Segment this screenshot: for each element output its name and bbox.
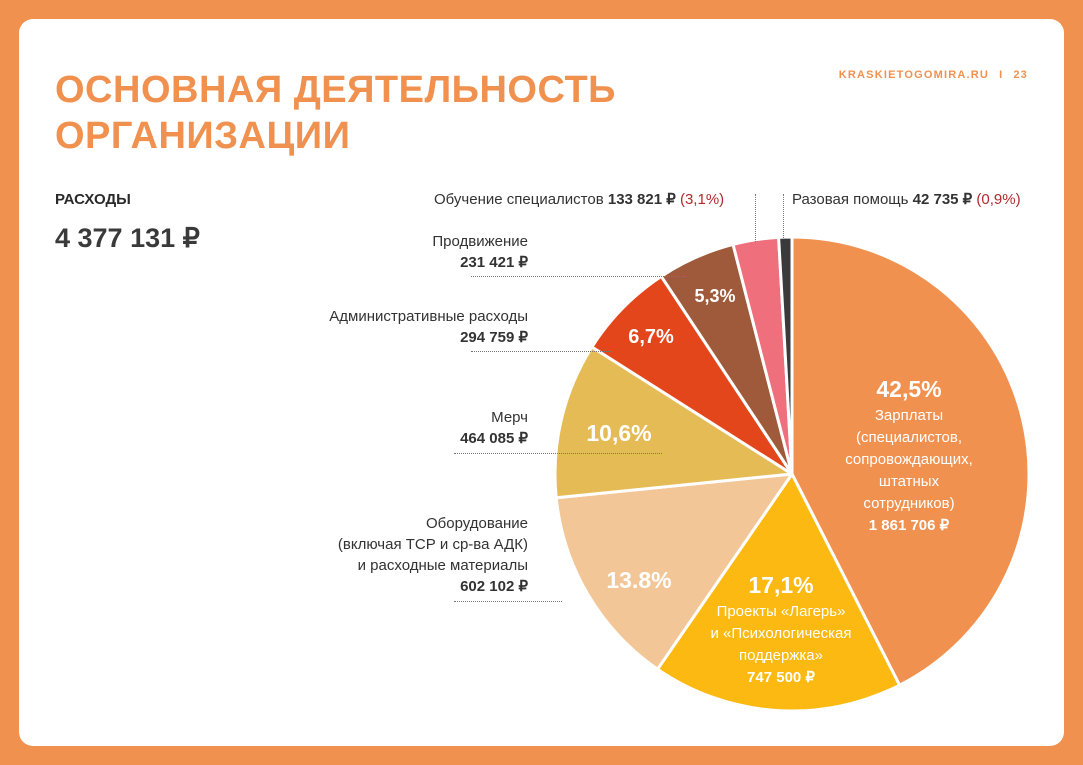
salaries-line-3: сопровождающих, [845,451,973,468]
page-title: ОСНОВНАЯ ДЕЯТЕЛЬНОСТЬ ОРГАНИЗАЦИИ [55,67,616,159]
label-training-amount: 133 821 ₽ [607,191,676,208]
label-training-pct: (3,1%) [679,191,725,208]
expenses-label: РАСХОДЫ [55,191,131,208]
slice-pct-equipment: 13.8% [606,567,672,593]
label-admin: Административные расходы 294 759 ₽ [329,306,528,348]
label-admin-name: Административные расходы [329,308,528,325]
projects-line-1: Проекты «Лагерь» [716,603,846,620]
expenses-total: 4 377 131 ₽ [55,223,200,253]
pie-slice-merch [553,345,794,500]
salaries-line-5: сотрудников) [863,495,955,512]
slice-label-admin: 6,7% [591,321,711,353]
label-onetime-amount: 42 735 ₽ [912,191,973,208]
label-training-name: Обучение специалистов [434,191,604,208]
leader-line-onetime [783,194,784,238]
projects-amount: 747 500 ₽ [747,669,815,686]
slice-pct-salaries: 42,5% [876,376,942,402]
leader-line-training [755,194,756,242]
salaries-line-2: (специалистов, [855,429,963,446]
header-separator: I [999,69,1004,81]
label-equipment-line-1: Оборудование [425,515,528,532]
slice-pct-merch: 10,6% [586,420,652,446]
slice-pct-admin: 6,7% [628,326,674,348]
pie-slice-onetime [777,235,794,476]
slice-label-salaries: 42,5% Зарплаты (специалистов, сопровожда… [809,373,1009,537]
pie-slice-equipment [554,472,794,671]
slice-label-merch: 10,6% [559,417,679,449]
leader-line-merch [454,453,662,454]
pie-slice-projects [656,472,902,713]
slice-pct-projects: 17,1% [748,572,814,598]
pie-chart [553,235,1031,713]
page-card: ОСНОВНАЯ ДЕЯТЕЛЬНОСТЬ ОРГАНИЗАЦИИ KRASKI… [19,19,1064,746]
page-number: 23 [1013,69,1028,81]
label-promo-amount: 231 421 ₽ [460,254,528,271]
title-line-1: ОСНОВНАЯ ДЕЯТЕЛЬНОСТЬ [55,69,616,111]
salaries-amount: 1 861 706 ₽ [868,517,950,534]
projects-line-2: и «Психологическая [710,625,852,642]
salaries-line-4: штатных [878,473,940,490]
label-training: Обучение специалистов 133 821 ₽ (3,1%) [434,189,724,210]
label-equipment-line-3: и расходные материалы [357,557,528,574]
label-admin-amount: 294 759 ₽ [460,329,528,346]
label-equipment-line-2: (включая ТСР и ср-ва АДК) [337,536,528,553]
label-merch-name: Мерч [491,409,528,426]
label-promo-name: Продвижение [432,233,528,250]
leader-line-equipment [454,601,562,602]
slice-label-projects: 17,1% Проекты «Лагерь» и «Психологическа… [681,569,881,689]
site-header: KRASKIETOGOMIRA.RU I 23 [839,69,1028,81]
leader-line-admin [471,351,611,352]
salaries-line-1: Зарплаты [874,407,944,424]
leader-line-promo [471,276,686,277]
label-onetime-name: Разовая помощь [792,191,909,208]
slice-label-equipment: 13.8% [579,564,699,596]
pie-slice-salaries [790,235,1031,687]
slice-pct-promo: 5,3% [694,286,736,306]
label-equipment-amount: 602 102 ₽ [460,578,528,595]
slice-label-promo: 5,3% [665,280,765,312]
projects-line-3: поддержка» [739,647,823,664]
site-name: KRASKIETOGOMIRA.RU [838,69,990,81]
label-merch-amount: 464 085 ₽ [460,430,528,447]
label-merch: Мерч 464 085 ₽ [460,407,528,449]
label-equipment: Оборудование (включая ТСР и ср-ва АДК) и… [338,513,528,597]
label-onetime-pct: (0,9%) [976,191,1021,208]
label-onetime: Разовая помощь 42 735 ₽ (0,9%) [792,189,1021,210]
title-line-2: ОРГАНИЗАЦИИ [55,115,351,157]
label-promo: Продвижение 231 421 ₽ [432,231,528,273]
